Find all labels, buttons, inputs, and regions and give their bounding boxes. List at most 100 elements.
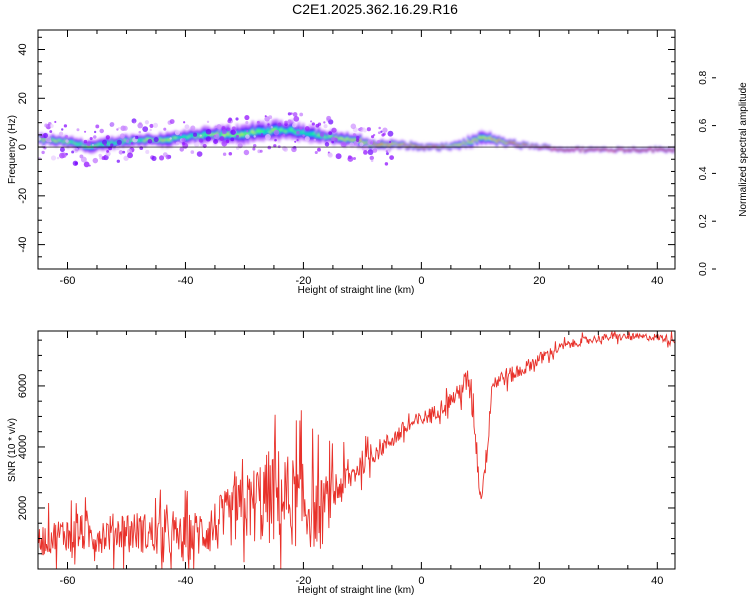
spectrogram-speckle bbox=[49, 123, 54, 128]
spectrogram-speckle bbox=[98, 153, 102, 158]
spectrogram-speckle bbox=[260, 133, 264, 136]
spectrogram-speckle bbox=[110, 143, 114, 147]
spectrogram-cell bbox=[596, 148, 600, 150]
spectrogram-cell bbox=[374, 144, 378, 146]
spectrogram-speckle bbox=[335, 153, 342, 160]
spectrogram-cell bbox=[189, 134, 193, 137]
snr-frame bbox=[38, 331, 675, 569]
spectrogram-cell bbox=[330, 135, 334, 138]
spectrogram-speckle bbox=[38, 137, 41, 141]
spectrogram-cell bbox=[304, 133, 307, 135]
spectrogram-cell bbox=[286, 130, 290, 132]
x-tick-label: 40 bbox=[651, 275, 663, 287]
spectrogram-cell bbox=[544, 146, 547, 148]
spectrogram-cell bbox=[590, 148, 593, 150]
spectrogram-cell bbox=[253, 132, 257, 135]
spectrogram-cell bbox=[555, 149, 558, 151]
spectrogram-speckle bbox=[294, 140, 297, 143]
spectrogram-cell bbox=[392, 143, 395, 145]
spectrogram-cell bbox=[475, 139, 479, 141]
snr-border bbox=[37, 330, 676, 570]
spectrogram-cell bbox=[255, 130, 259, 133]
spectrogram-cell bbox=[445, 145, 448, 147]
spectrogram-speckle bbox=[83, 161, 90, 168]
spectrogram-speckle bbox=[299, 126, 303, 130]
spectrogram-cell bbox=[145, 138, 149, 140]
spectrogram-speckle bbox=[367, 149, 374, 156]
colorbar: 0.0 0.2 0.4 0.6 0.8 Normalized spectral ampl… bbox=[698, 30, 749, 276]
spectrogram-speckle bbox=[76, 128, 80, 132]
spectrogram-cell bbox=[669, 149, 672, 151]
spectrogram-cell bbox=[288, 128, 292, 131]
spectrogram-speckle bbox=[190, 150, 195, 154]
x-tick-label: -60 bbox=[60, 575, 76, 587]
spectrogram-heatmap bbox=[38, 112, 675, 168]
spectrogram-speckle bbox=[377, 131, 381, 135]
spectrogram-cell bbox=[251, 130, 254, 133]
spectrogram-panel: -60 -40 -20 0 20 40 -40 -20 0 20 40 Height of stra… bbox=[7, 29, 676, 296]
spectrogram-speckle bbox=[245, 121, 249, 125]
spectrogram-speckle bbox=[347, 156, 354, 162]
spectrogram-cell bbox=[462, 141, 466, 143]
spectrogram-speckle bbox=[256, 120, 260, 124]
spectrogram-speckle bbox=[313, 138, 317, 142]
colorbar-tick-label: 0.6 bbox=[698, 118, 709, 132]
spectrogram-cell bbox=[513, 142, 516, 144]
spectrogram-speckle bbox=[119, 133, 125, 139]
spectrogram-speckle bbox=[206, 120, 210, 124]
spectrogram-speckle bbox=[230, 129, 236, 135]
spectrogram-cell bbox=[539, 147, 543, 149]
spectrogram-speckle bbox=[331, 136, 336, 142]
spectrogram-cell bbox=[343, 139, 347, 142]
spectrogram-cell bbox=[572, 149, 576, 151]
spectrogram-cell bbox=[625, 150, 628, 152]
spectrogram-speckle bbox=[118, 150, 124, 155]
spectrogram-speckle bbox=[93, 146, 97, 150]
spectrogram-speckle bbox=[174, 130, 180, 136]
spectrogram-speckle bbox=[138, 130, 142, 134]
spectrogram-speckle bbox=[99, 128, 104, 134]
spectrogram-cell bbox=[671, 150, 675, 152]
spectrogram-speckle bbox=[117, 126, 121, 130]
spectrogram-cell bbox=[548, 147, 551, 149]
spectrogram-cell bbox=[159, 138, 162, 140]
spectrogram-speckle bbox=[353, 140, 359, 146]
snr-plot bbox=[38, 331, 675, 569]
spectrogram-cell bbox=[649, 148, 653, 150]
spectrogram-cell bbox=[269, 131, 272, 134]
spectrogram-cell bbox=[568, 150, 571, 152]
spectrogram-cell bbox=[282, 129, 285, 132]
spectrogram-cell bbox=[414, 145, 417, 147]
spectrogram-cell bbox=[293, 130, 296, 133]
spectrogram-speckle bbox=[199, 134, 202, 137]
colorbar-tick-label: 0.0 bbox=[698, 262, 709, 276]
spectrogram-cell bbox=[198, 135, 202, 137]
spectrogram-speckle bbox=[93, 135, 97, 139]
spectrogram-speckle bbox=[299, 112, 304, 117]
spectrogram-cell bbox=[106, 142, 109, 144]
spectrogram-speckle bbox=[380, 130, 383, 133]
spectrogram-speckle bbox=[370, 159, 374, 163]
spectrogram-speckle bbox=[244, 114, 250, 121]
spectrogram-cell bbox=[658, 148, 661, 150]
spectrogram-cell bbox=[570, 149, 573, 151]
spectrogram-cell bbox=[231, 134, 235, 137]
spectrogram-cell bbox=[376, 145, 380, 147]
spectrogram-speckle bbox=[49, 140, 52, 143]
spectrogram-speckle bbox=[389, 155, 395, 160]
spectrogram-speckle bbox=[181, 137, 186, 142]
spectrogram-speckle bbox=[385, 152, 389, 156]
colorbar-gradient bbox=[712, 30, 737, 269]
spectrogram-cell bbox=[130, 139, 133, 141]
spectrogram-cell bbox=[491, 139, 494, 141]
spectrogram-cell bbox=[489, 137, 492, 139]
spectrogram-speckle bbox=[221, 126, 226, 131]
spectrogram-speckle bbox=[245, 134, 250, 139]
spectrogram-cell bbox=[394, 142, 397, 144]
spectrogram-speckle bbox=[89, 136, 93, 141]
spectrogram-cell bbox=[346, 137, 349, 140]
spectrogram-cell bbox=[643, 149, 646, 151]
spectrogram-speckle bbox=[296, 130, 300, 135]
spectrogram-cell bbox=[115, 142, 118, 144]
snr-y-label: SNR (10 * v/v) bbox=[7, 418, 18, 482]
